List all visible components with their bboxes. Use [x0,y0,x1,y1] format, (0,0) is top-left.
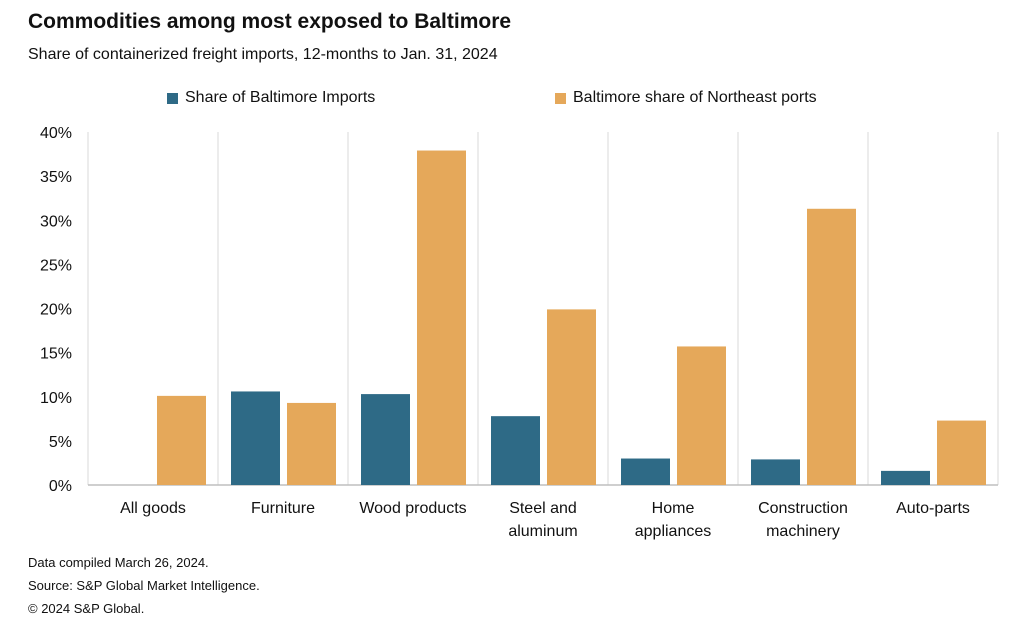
bar-baltimore-imports [361,394,410,485]
bar-northeast-share [807,208,856,485]
chart-title: Commodities among most exposed to Baltim… [28,10,512,33]
y-tick-label: 10% [40,390,72,407]
bar-northeast-share [157,395,206,485]
legend-item-baltimore-imports: Share of Baltimore Imports [167,89,375,107]
bar-northeast-share [547,309,596,485]
bar-northeast-share [417,150,466,485]
y-tick-label: 30% [40,213,72,230]
x-tick-label: Auto-parts [896,500,970,517]
y-tick-label: 0% [49,478,72,495]
y-tick-label: 20% [40,302,72,319]
x-tick-label: appliances [635,523,712,540]
legend-swatch [555,92,566,104]
bar-northeast-share [287,402,336,485]
legend-swatch [167,92,178,104]
x-tick-label: aluminum [508,523,577,540]
footer-source: Source: S&P Global Market Intelligence. [28,578,260,593]
x-tick-label: Steel and [509,500,577,517]
footer-note: Data compiled March 26, 2024. [28,555,209,570]
legend-label: Share of Baltimore Imports [185,89,376,106]
y-tick-label: 15% [40,346,72,363]
x-tick-label: All goods [120,500,186,517]
y-tick-label: 25% [40,257,72,274]
x-tick-label: Wood products [359,500,466,517]
legend-label: Baltimore share of Northeast ports [573,89,817,106]
bar-northeast-share [937,420,986,485]
y-tick-label: 5% [49,434,72,451]
x-tick-label: Furniture [251,500,315,517]
x-tick-label: Construction [758,500,848,517]
bar-baltimore-imports [751,459,800,485]
chart-subtitle: Share of containerized freight imports, … [28,46,498,63]
x-tick-label: machinery [766,523,840,540]
bar-baltimore-imports [621,458,670,485]
bar-northeast-share [677,346,726,485]
y-tick-label: 35% [40,169,72,186]
bar-baltimore-imports [491,416,540,485]
x-tick-label: Home [652,500,695,517]
bar-baltimore-imports [881,470,930,485]
legend-item-northeast-share: Baltimore share of Northeast ports [555,89,817,107]
bar-baltimore-imports [231,391,280,485]
footer-copyright: © 2024 S&P Global. [28,601,145,616]
y-tick-label: 40% [40,125,72,142]
